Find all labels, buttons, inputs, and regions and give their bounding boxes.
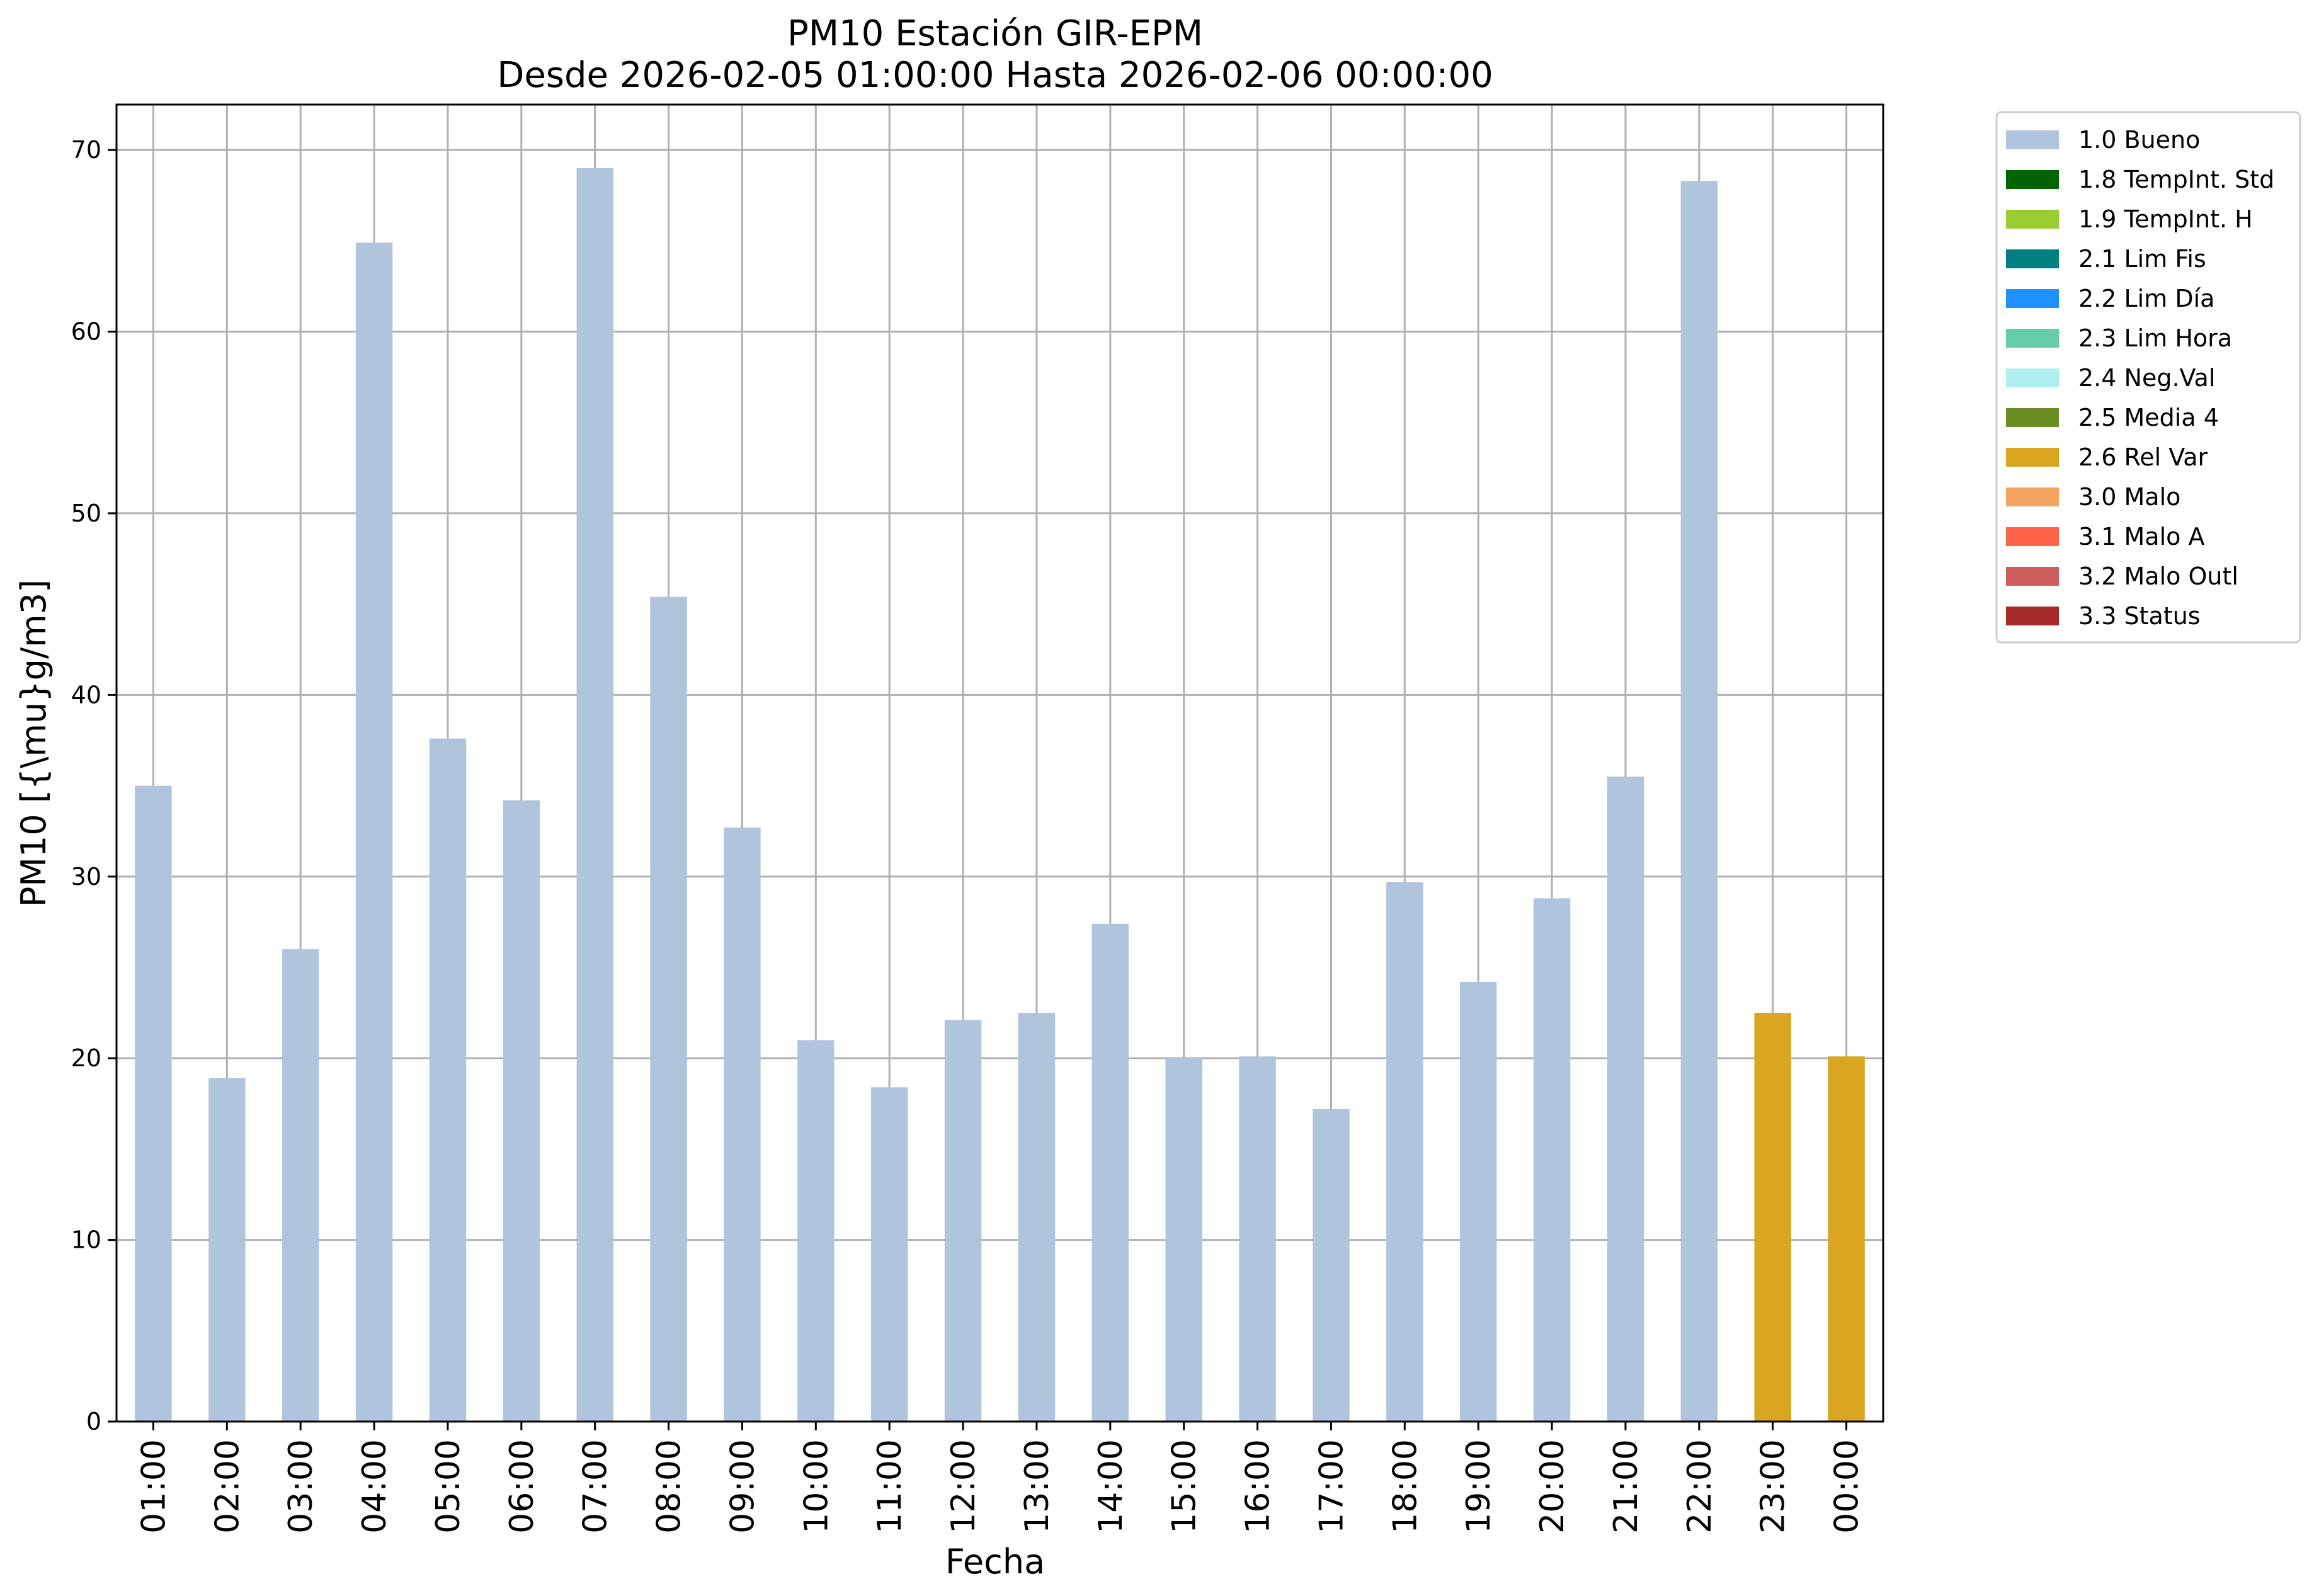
x-tick-label: 08:00: [651, 1439, 688, 1534]
bar: [1754, 1013, 1791, 1422]
y-tick-label: 50: [71, 499, 101, 527]
bar: [1165, 1058, 1202, 1422]
legend-label: 2.3 Lim Hora: [2078, 324, 2232, 352]
y-tick-label: 20: [71, 1044, 101, 1072]
y-tick-label: 70: [71, 136, 101, 164]
x-tick-label: 22:00: [1681, 1439, 1719, 1534]
bar: [1018, 1013, 1056, 1422]
bar: [1313, 1109, 1350, 1422]
x-tick-label: 11:00: [871, 1439, 909, 1534]
x-tick-label: 07:00: [577, 1439, 615, 1534]
y-tick-label: 40: [71, 681, 101, 709]
legend-label: 3.0 Malo: [2078, 483, 2180, 511]
x-axis-label: Fecha: [945, 1542, 1045, 1582]
bar: [282, 949, 319, 1422]
legend-label: 1.8 TempInt. Std: [2078, 166, 2274, 193]
legend-label: 2.1 Lim Fis: [2078, 245, 2206, 273]
legend-swatch: [2006, 487, 2059, 506]
x-tick-label: 20:00: [1534, 1439, 1571, 1534]
chart-title-line1: PM10 Estación GIR-EPM: [787, 13, 1203, 54]
x-tick-label: 23:00: [1755, 1439, 1792, 1534]
bar: [576, 168, 613, 1422]
bar: [650, 596, 687, 1422]
plot-frame: [115, 103, 1884, 1423]
x-tick-label: 18:00: [1386, 1439, 1424, 1534]
x-tick-label: 15:00: [1166, 1439, 1204, 1534]
legend-label: 1.9 TempInt. H: [2078, 205, 2253, 233]
x-tick-label: 14:00: [1092, 1439, 1130, 1534]
legend-label: 2.6 Rel Var: [2078, 443, 2208, 471]
bar: [429, 738, 467, 1422]
legend-label: 2.2 Lim Día: [2078, 285, 2214, 312]
legend-swatch: [2006, 289, 2059, 308]
legend-swatch: [2006, 329, 2059, 348]
x-tick-label: 19:00: [1460, 1439, 1498, 1534]
bar: [870, 1087, 908, 1422]
legend-swatch: [2006, 527, 2059, 546]
legend-swatch: [2006, 368, 2059, 387]
bars: [135, 168, 1865, 1422]
y-tick-label: 10: [71, 1226, 101, 1254]
y-axis-label: PM10 [{\mu}g/m3]: [14, 579, 54, 907]
legend: 1.0 Bueno 1.8 TempInt. Std 1.9 TempInt. H 2…: [1995, 111, 2301, 644]
bar: [724, 827, 761, 1422]
bar: [797, 1040, 835, 1422]
legend-label: 1.0 Bueno: [2078, 126, 2200, 154]
legend-swatch: [2006, 249, 2059, 268]
legend-swatch: [2006, 170, 2059, 189]
legend-label: 2.4 Neg.Val: [2078, 364, 2215, 392]
bar: [1386, 882, 1423, 1422]
x-tick-label: 02:00: [208, 1439, 246, 1534]
y-axis-ticks: 0 10 20 30 40 50 60 70: [71, 136, 117, 1435]
bar: [355, 242, 393, 1422]
bar: [1607, 777, 1644, 1422]
legend-swatch: [2006, 130, 2059, 149]
bar: [208, 1078, 246, 1422]
legend-swatch: [2006, 210, 2059, 229]
bar: [944, 1020, 982, 1422]
x-tick-label: 17:00: [1313, 1439, 1350, 1534]
legend-label: 2.5 Media 4: [2078, 404, 2219, 431]
x-tick-label: 21:00: [1607, 1439, 1645, 1534]
x-tick-label: 13:00: [1018, 1439, 1056, 1534]
legend-box: [1995, 111, 2301, 644]
x-tick-label: 06:00: [503, 1439, 541, 1534]
x-axis-ticks: 01:00 02:00 03:00 04:00 05:00 06:00 07:00 08:00…: [135, 1422, 1866, 1534]
legend-swatch: [2006, 607, 2059, 625]
bar: [1533, 898, 1571, 1422]
legend-swatch: [2006, 567, 2059, 586]
x-tick-label: 05:00: [430, 1439, 467, 1534]
y-tick-label: 60: [71, 318, 101, 346]
bar: [1459, 982, 1497, 1422]
bar: [1239, 1056, 1276, 1422]
legend-swatch: [2006, 448, 2059, 467]
x-tick-label: 09:00: [724, 1439, 761, 1534]
legend-label: 3.3 Status: [2078, 602, 2201, 630]
bar: [1828, 1056, 1865, 1422]
legend-label: 3.1 Malo A: [2078, 523, 2204, 550]
x-tick-label: 03:00: [282, 1439, 320, 1534]
x-tick-label: 16:00: [1239, 1439, 1277, 1534]
y-tick-label: 0: [86, 1408, 101, 1435]
x-tick-label: 04:00: [356, 1439, 394, 1534]
bar: [135, 785, 172, 1422]
x-tick-label: 12:00: [945, 1439, 983, 1534]
legend-label: 3.2 Malo Outl: [2078, 562, 2238, 590]
bar: [1680, 181, 1718, 1422]
chart-title-line2: Desde 2026-02-05 01:00:00 Hasta 2026-02-…: [497, 55, 1493, 96]
x-tick-label: 00:00: [1828, 1439, 1866, 1534]
x-tick-label: 01:00: [135, 1439, 173, 1534]
y-tick-label: 30: [71, 863, 101, 891]
bar: [503, 800, 540, 1422]
x-tick-label: 10:00: [797, 1439, 835, 1534]
bar: [1091, 923, 1129, 1422]
legend-swatch: [2006, 408, 2059, 427]
